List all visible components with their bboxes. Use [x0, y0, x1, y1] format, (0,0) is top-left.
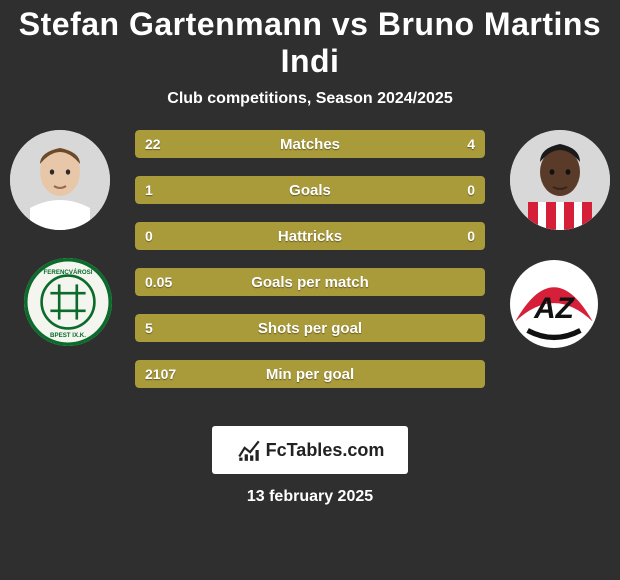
- comparison-content: FERENCVÁROSI BPEST IX.K. AZ 224Matches 10…: [0, 130, 620, 420]
- metric-row: 5Shots per goal: [135, 314, 485, 342]
- metric-label: Shots per goal: [135, 314, 485, 342]
- player-left-icon: [10, 130, 110, 230]
- metric-row: 10Goals: [135, 176, 485, 204]
- page-title: Stefan Gartenmann vs Bruno Martins Indi: [0, 0, 620, 80]
- svg-text:BPEST IX.K.: BPEST IX.K.: [50, 332, 86, 339]
- subtitle: Club competitions, Season 2024/2025: [0, 90, 620, 108]
- brand-text: FcTables.com: [266, 440, 385, 461]
- chart-icon: [236, 437, 262, 463]
- metric-row: 2107Min per goal: [135, 360, 485, 388]
- metric-label: Goals per match: [135, 268, 485, 296]
- player-left-portrait: [10, 130, 110, 230]
- date-text: 13 february 2025: [0, 488, 620, 506]
- brand-badge: FcTables.com: [212, 426, 408, 474]
- club-left-badge: FERENCVÁROSI BPEST IX.K.: [24, 258, 112, 346]
- metric-bars: 224Matches 10Goals 00Hattricks 0.05Goals pe…: [135, 130, 485, 406]
- svg-text:FERENCVÁROSI: FERENCVÁROSI: [44, 269, 93, 276]
- player-right-portrait: [510, 130, 610, 230]
- svg-text:AZ: AZ: [533, 292, 576, 325]
- club-right-icon: AZ: [510, 260, 598, 348]
- metric-label: Goals: [135, 176, 485, 204]
- club-left-icon: FERENCVÁROSI BPEST IX.K.: [24, 258, 112, 346]
- metric-row: 00Hattricks: [135, 222, 485, 250]
- metric-row: 224Matches: [135, 130, 485, 158]
- metric-row: 0.05Goals per match: [135, 268, 485, 296]
- club-right-badge: AZ: [510, 260, 598, 348]
- metric-label: Hattricks: [135, 222, 485, 250]
- metric-label: Matches: [135, 130, 485, 158]
- metric-label: Min per goal: [135, 360, 485, 388]
- player-right-icon: [510, 130, 610, 230]
